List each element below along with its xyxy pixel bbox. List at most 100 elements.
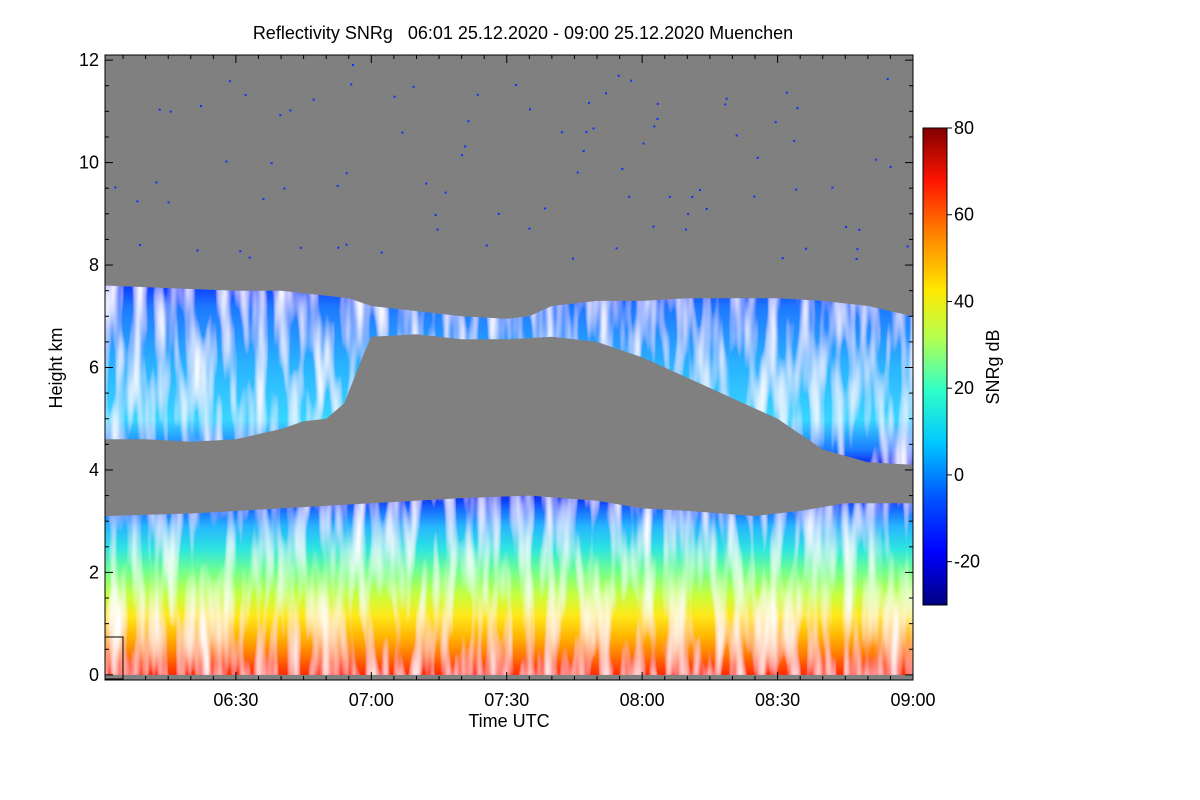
- speckle: [436, 228, 439, 231]
- x-tick-label: 08:30: [755, 690, 800, 710]
- y-tick-label: 10: [79, 153, 99, 173]
- speckle: [336, 184, 339, 187]
- speckle: [858, 228, 861, 231]
- speckle: [352, 64, 354, 66]
- speckle: [485, 244, 488, 247]
- colorbar-ticks: -20 0 20 40 60 80: [947, 118, 980, 572]
- speckle: [796, 107, 799, 110]
- x-tick-label: 06:30: [213, 690, 258, 710]
- speckle: [169, 110, 172, 113]
- speckle: [393, 95, 396, 98]
- speckle: [684, 228, 687, 231]
- speckle: [687, 213, 690, 216]
- y-axis-label: Height km: [46, 327, 66, 408]
- speckle: [906, 245, 909, 248]
- speckle: [630, 79, 633, 82]
- speckle: [270, 162, 273, 165]
- speckle: [139, 244, 141, 247]
- speckle: [781, 257, 784, 260]
- speckle: [605, 92, 607, 95]
- colorbar-label: SNRg dB: [983, 329, 1003, 404]
- speckle: [615, 247, 618, 250]
- speckle: [886, 78, 889, 80]
- speckle: [380, 251, 383, 254]
- speckle: [200, 105, 202, 108]
- radar-echo-layers: [105, 285, 913, 675]
- speckle: [434, 214, 437, 216]
- speckle: [167, 201, 170, 204]
- y-tick-label: 0: [89, 665, 99, 685]
- speckle: [528, 227, 531, 230]
- speckle: [785, 91, 788, 94]
- x-tick-label: 09:00: [890, 690, 935, 710]
- colorbar-tick-label: 40: [954, 291, 974, 311]
- speckle: [560, 131, 563, 134]
- speckle: [401, 131, 404, 134]
- speckle: [653, 125, 656, 128]
- y-tick-label: 6: [89, 358, 99, 378]
- speckle: [345, 243, 348, 246]
- echo-layer-2: [105, 495, 913, 675]
- speckle: [196, 249, 199, 252]
- speckle: [588, 101, 591, 104]
- speckle: [337, 246, 340, 249]
- y-tick-label: 4: [89, 460, 99, 480]
- speckle: [576, 171, 579, 174]
- speckle: [725, 97, 728, 100]
- speckle: [705, 208, 708, 210]
- speckle: [735, 134, 738, 137]
- y-tick-label: 12: [79, 50, 99, 70]
- speckle: [572, 257, 574, 260]
- speckle: [889, 165, 892, 168]
- speckle: [585, 131, 588, 133]
- x-axis-ticks: 06:30 07:00 07:30 08:00 08:30 09:00: [122, 55, 936, 710]
- speckle: [756, 156, 759, 159]
- speckle: [312, 98, 315, 101]
- y-axis-ticks: 0 2 4 6 8 10 12: [79, 50, 913, 685]
- speckle: [515, 84, 518, 86]
- speckle: [228, 80, 231, 83]
- speckle: [805, 247, 808, 250]
- speckle: [855, 257, 858, 260]
- speckle: [155, 181, 158, 184]
- speckle: [244, 94, 247, 96]
- y-tick-label: 8: [89, 255, 99, 275]
- colorbar-tick-label: 80: [954, 118, 974, 138]
- speckle: [114, 186, 117, 189]
- speckle: [621, 168, 624, 170]
- speckle: [774, 121, 777, 124]
- colorbar-tick-label: 20: [954, 378, 974, 398]
- speckle: [158, 108, 161, 111]
- speckle: [461, 154, 464, 157]
- speckle: [497, 212, 500, 215]
- speckle: [283, 187, 286, 190]
- speckle: [628, 195, 631, 198]
- speckle: [831, 186, 834, 189]
- speckle: [874, 158, 877, 161]
- echo-layer-1: [105, 285, 913, 465]
- speckle: [136, 200, 139, 203]
- speckle: [617, 74, 620, 77]
- speckle: [248, 256, 251, 259]
- speckle: [289, 109, 292, 112]
- x-tick-label: 07:00: [349, 690, 394, 710]
- speckle: [412, 85, 415, 88]
- speckle: [262, 197, 265, 200]
- speckle: [425, 182, 428, 185]
- colorbar-tick-label: 0: [954, 465, 964, 485]
- speckle: [753, 195, 756, 198]
- speckle: [642, 142, 645, 145]
- speckle: [691, 196, 694, 198]
- y-tick-label: 2: [89, 562, 99, 582]
- speckle: [464, 145, 467, 148]
- speckle: [592, 127, 595, 130]
- speckle: [845, 226, 848, 228]
- chart-title: Reflectivity SNRg 06:01 25.12.2020 - 09:…: [253, 23, 793, 43]
- x-tick-label: 07:30: [484, 690, 529, 710]
- colorbar-tick-label: 60: [954, 205, 974, 225]
- speckle: [652, 225, 655, 228]
- speckle: [582, 150, 585, 152]
- speckle: [699, 189, 701, 191]
- speckle: [793, 139, 796, 142]
